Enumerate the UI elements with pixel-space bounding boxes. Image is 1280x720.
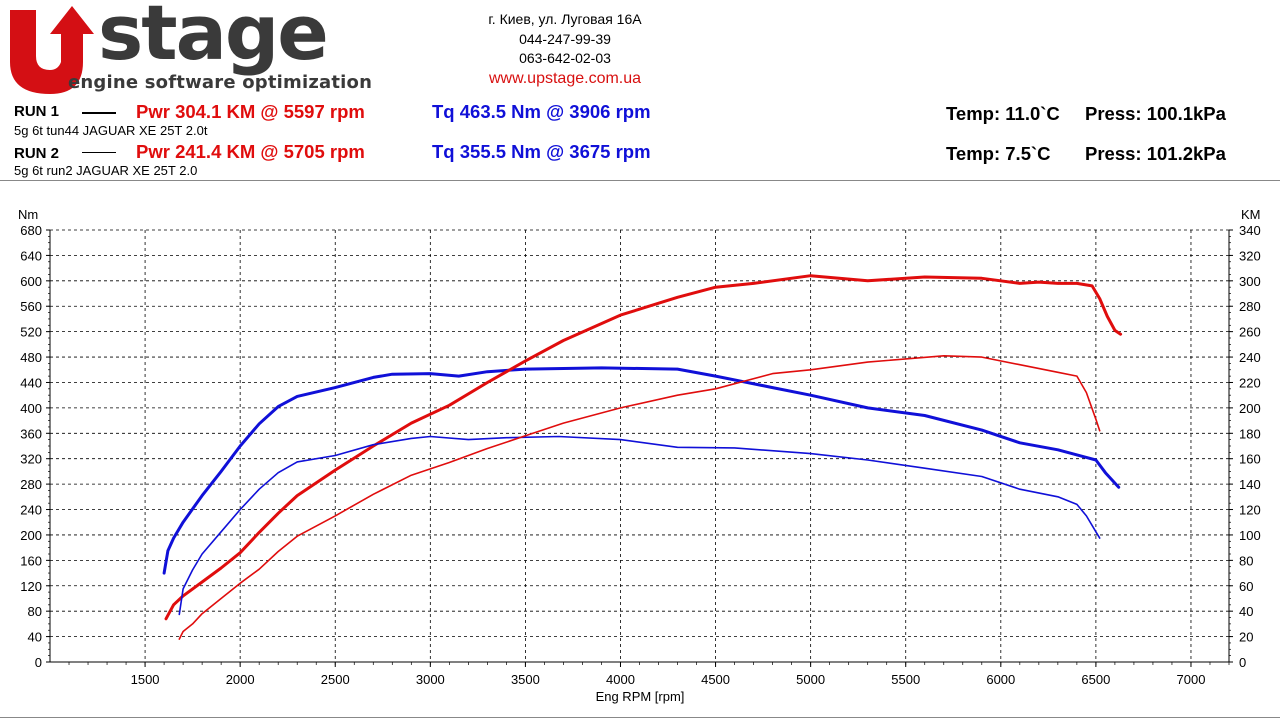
y-right-tick-label: 60 <box>1239 579 1253 594</box>
y-axis-left-label: Nm <box>18 207 38 222</box>
series-line-power-run2 <box>178 354 1101 640</box>
y-right-tick-label: 300 <box>1239 274 1261 289</box>
y-left-tick-label: 40 <box>28 630 42 645</box>
y-left-tick-label: 320 <box>20 452 42 467</box>
run1-power: Pwr 304.1 KM @ 5597 rpm <box>136 101 365 122</box>
y-right-tick-label: 260 <box>1239 325 1261 340</box>
y-left-tick-label: 280 <box>20 477 42 492</box>
series-line-power-run1 <box>164 274 1123 621</box>
run1-label: RUN 1 <box>14 103 60 120</box>
y-left-tick-label: 600 <box>20 274 42 289</box>
x-tick-label: 5500 <box>891 672 920 687</box>
run1-description: 5g 6t tun44 JAGUAR XE 25T 2.0t <box>14 123 208 138</box>
y-left-tick-label: 0 <box>35 655 42 670</box>
y-left-tick-label: 120 <box>20 579 42 594</box>
y-right-tick-label: 140 <box>1239 477 1261 492</box>
y-left-tick-label: 200 <box>20 528 42 543</box>
x-tick-label: 5000 <box>796 672 825 687</box>
x-tick-label: 2500 <box>321 672 350 687</box>
x-tick-label: 1500 <box>131 672 160 687</box>
y-left-tick-label: 160 <box>20 553 42 568</box>
x-tick-label: 4500 <box>701 672 730 687</box>
y-left-tick-label: 640 <box>20 248 42 263</box>
y-right-tick-label: 120 <box>1239 503 1261 518</box>
upstage-logo: stage engine software optimization <box>6 0 406 96</box>
x-tick-label: 7000 <box>1177 672 1206 687</box>
y-right-tick-label: 40 <box>1239 604 1253 619</box>
y-right-tick-label: 100 <box>1239 528 1261 543</box>
y-right-tick-label: 160 <box>1239 452 1261 467</box>
contact-block: г. Киев, ул. Луговая 16А 044-247-99-39 0… <box>440 10 690 88</box>
x-tick-label: 4000 <box>606 672 635 687</box>
x-tick-label: 6500 <box>1081 672 1110 687</box>
y-left-tick-label: 80 <box>28 604 42 619</box>
x-tick-label: 2000 <box>226 672 255 687</box>
y-right-tick-label: 240 <box>1239 350 1261 365</box>
phone-1: 044-247-99-39 <box>519 30 611 47</box>
y-left-tick-label: 400 <box>20 401 42 416</box>
website-link[interactable]: www.upstage.com.ua <box>488 69 642 87</box>
y-right-tick-label: 280 <box>1239 299 1261 314</box>
y-axis-right-label: KM <box>1241 207 1261 222</box>
series-line-torque-run1 <box>162 366 1121 575</box>
x-tick-label: 6000 <box>986 672 1015 687</box>
run1-line-swatch <box>82 112 116 114</box>
series-line-torque-run2 <box>178 435 1101 616</box>
x-tick-label: 3500 <box>511 672 540 687</box>
run2-press: Press: 101.2kPa <box>1085 143 1226 164</box>
run1-temp: Temp: 11.0`C <box>946 103 1060 124</box>
y-left-tick-label: 520 <box>20 325 42 340</box>
logo-word: stage <box>98 0 329 77</box>
run2-description: 5g 6t run2 JAGUAR XE 25T 2.0 <box>14 163 198 178</box>
run1-press: Press: 100.1kPa <box>1085 103 1226 124</box>
run1-torque: Tq 463.5 Nm @ 3906 rpm <box>432 101 651 122</box>
address: г. Киев, ул. Луговая 16А <box>488 11 642 27</box>
logo-subtitle: engine software optimization <box>68 72 373 93</box>
run2-power: Pwr 241.4 KM @ 5705 rpm <box>136 141 365 162</box>
run2-line-swatch <box>82 152 116 153</box>
y-left-tick-label: 440 <box>20 375 42 390</box>
run2-label: RUN 2 <box>14 145 60 162</box>
y-left-tick-label: 360 <box>20 426 42 441</box>
y-left-tick-label: 240 <box>20 503 42 518</box>
y-right-tick-label: 200 <box>1239 401 1261 416</box>
y-right-tick-label: 20 <box>1239 630 1253 645</box>
y-right-tick-label: 180 <box>1239 426 1261 441</box>
y-right-tick-label: 0 <box>1239 655 1246 670</box>
phone-2: 063-642-02-03 <box>519 50 611 66</box>
y-left-tick-label: 680 <box>20 223 42 238</box>
y-right-tick-label: 340 <box>1239 223 1261 238</box>
run2-temp: Temp: 7.5`C <box>946 143 1051 164</box>
logo-u-arrow-icon <box>10 6 94 94</box>
run2-torque: Tq 355.5 Nm @ 3675 rpm <box>432 141 651 162</box>
dyno-chart-frame <box>0 180 1280 718</box>
y-right-tick-label: 220 <box>1239 375 1261 390</box>
y-left-tick-label: 480 <box>20 350 42 365</box>
y-right-tick-label: 80 <box>1239 553 1253 568</box>
y-right-tick-label: 320 <box>1239 248 1261 263</box>
x-axis-label: Eng RPM [rpm] <box>596 689 685 704</box>
x-tick-label: 3000 <box>416 672 445 687</box>
y-left-tick-label: 560 <box>20 299 42 314</box>
